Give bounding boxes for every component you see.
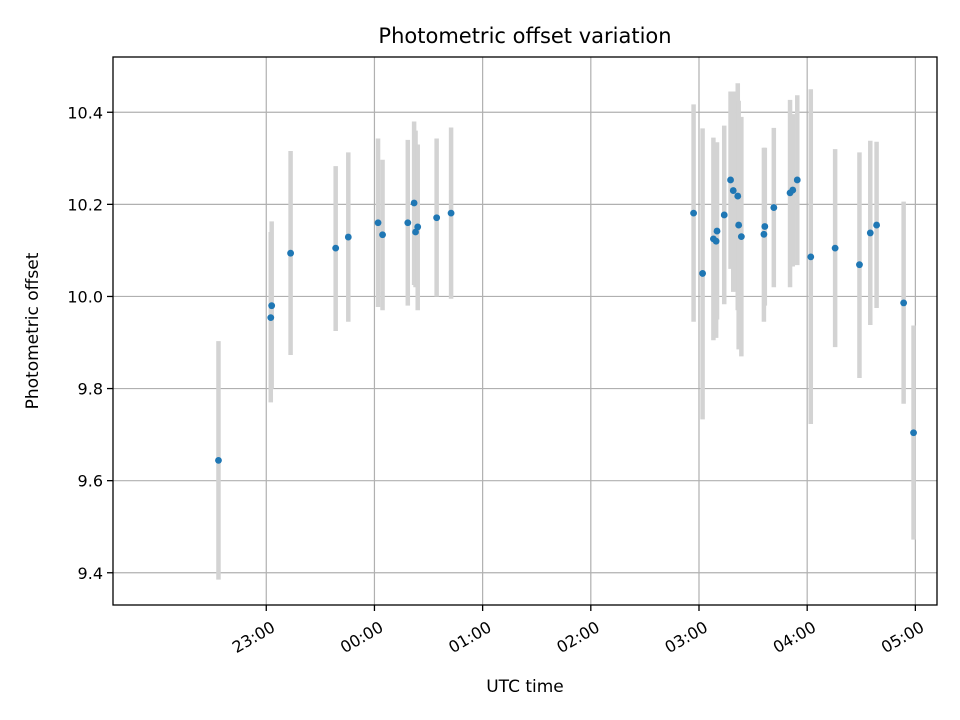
data-point-1 (267, 314, 275, 322)
chart-title: Photometric offset variation (378, 24, 671, 48)
data-point-25 (760, 230, 768, 238)
data-point-26 (761, 223, 769, 230)
grid-lines (113, 57, 937, 605)
data-point-35 (873, 221, 880, 229)
y-tick-label-5: 10.4 (67, 103, 103, 122)
y-tick-labels: 9.4 9.6 9.8 10.0 10.2 10.4 (67, 103, 103, 583)
data-point-5 (344, 233, 352, 241)
x-tick-label-1: 00:00 (337, 617, 386, 657)
data-point-27 (770, 204, 778, 211)
x-tick-label-2: 01:00 (445, 617, 494, 657)
y-tick-label-1: 9.6 (78, 472, 103, 491)
data-point-12 (433, 214, 441, 222)
y-axis-label: Photometric offset (23, 252, 43, 409)
data-point-2 (268, 302, 276, 310)
x-tick-label-0: 23:00 (229, 617, 278, 657)
data-point-7 (379, 231, 386, 239)
data-point-24 (737, 233, 745, 240)
data-point-14 (690, 209, 697, 217)
axis-ticks (107, 111, 917, 611)
y-tick-label-3: 10.0 (67, 287, 103, 306)
data-point-36 (900, 299, 908, 307)
data-point-22 (734, 192, 742, 200)
x-axis-label: UTC time (486, 677, 564, 697)
data-point-17 (712, 237, 720, 245)
data-point-3 (287, 249, 295, 257)
y-tick-label-4: 10.2 (67, 195, 103, 214)
data-point-21 (729, 187, 737, 194)
data-point-6 (374, 219, 382, 227)
data-point-11 (414, 223, 422, 231)
data-point-15 (699, 270, 707, 277)
x-tick-label-6: 05:00 (878, 617, 927, 657)
data-point-20 (727, 176, 734, 184)
x-tick-label-3: 02:00 (553, 617, 602, 657)
data-point-32 (831, 244, 839, 252)
x-tick-label-5: 04:00 (770, 617, 819, 657)
data-point-9 (410, 199, 418, 207)
data-point-34 (866, 229, 874, 237)
error-bars (216, 83, 916, 580)
x-tick-label-4: 03:00 (662, 617, 711, 657)
data-point-33 (856, 261, 863, 269)
data-point-37 (910, 429, 917, 437)
plot-frame (112, 56, 938, 606)
data-point-4 (332, 244, 340, 252)
data-point-29 (789, 186, 797, 194)
data-point-18 (713, 227, 721, 235)
y-tick-label-2: 9.8 (78, 380, 103, 399)
data-point-19 (720, 211, 728, 219)
data-point-31 (807, 253, 815, 261)
data-point-13 (447, 209, 455, 217)
data-point-8 (404, 219, 412, 227)
data-points (215, 176, 917, 464)
data-point-30 (793, 176, 801, 184)
data-point-0 (215, 457, 222, 464)
x-tick-labels: 23:00 00:00 01:00 02:00 03:00 04:00 05:00 (229, 617, 928, 657)
data-point-23 (735, 221, 743, 229)
y-tick-label-0: 9.4 (78, 564, 103, 583)
